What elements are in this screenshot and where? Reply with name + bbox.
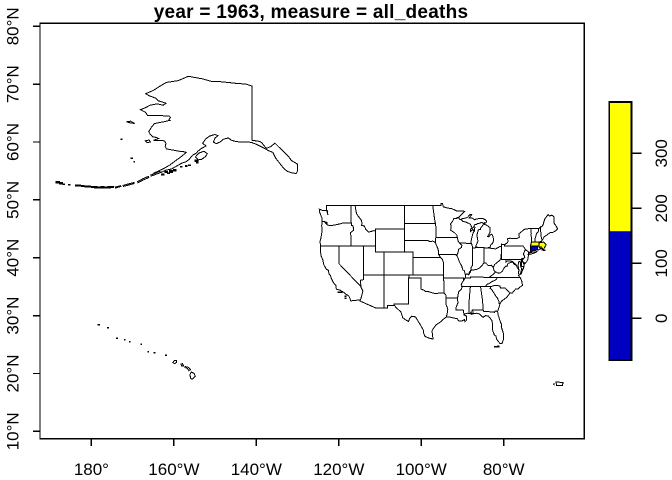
- svg-text:300: 300: [652, 139, 671, 167]
- svg-text:50°N: 50°N: [4, 181, 23, 219]
- svg-text:100: 100: [652, 249, 671, 277]
- svg-text:80°W: 80°W: [483, 460, 525, 479]
- svg-text:120°W: 120°W: [313, 460, 364, 479]
- svg-text:30°N: 30°N: [4, 297, 23, 335]
- svg-text:year = 1963, measure = all_dea: year = 1963, measure = all_deaths: [154, 2, 469, 23]
- svg-text:200: 200: [652, 194, 671, 222]
- svg-text:160°W: 160°W: [148, 460, 199, 479]
- svg-text:100°W: 100°W: [396, 460, 447, 479]
- svg-text:60°N: 60°N: [4, 123, 23, 161]
- svg-text:0: 0: [652, 314, 671, 323]
- svg-text:40°N: 40°N: [4, 239, 23, 277]
- svg-text:20°N: 20°N: [4, 355, 23, 393]
- svg-text:80°N: 80°N: [4, 7, 23, 45]
- svg-text:70°N: 70°N: [4, 65, 23, 103]
- svg-text:140°W: 140°W: [231, 460, 282, 479]
- svg-text:10°N: 10°N: [4, 412, 23, 450]
- svg-text:180°: 180°: [74, 460, 109, 479]
